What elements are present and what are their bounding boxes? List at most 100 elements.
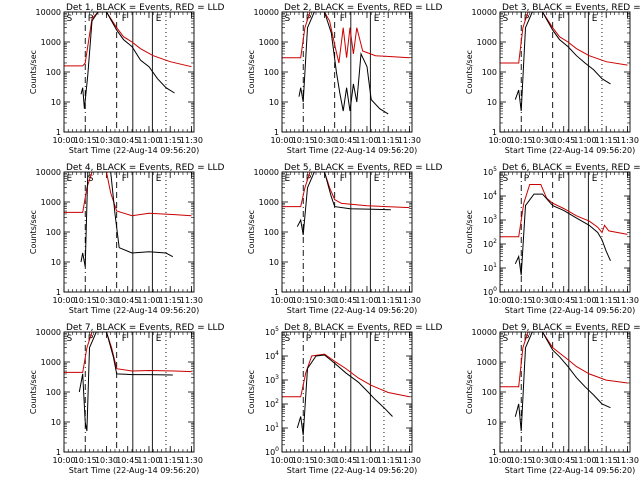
y-tick-exponent: 1 bbox=[275, 422, 279, 429]
y-tick-label: 10000 bbox=[472, 328, 497, 337]
x-axis-label: Start Time (22-Aug-14 09:56:20) bbox=[69, 306, 200, 315]
plot-frame bbox=[63, 331, 195, 453]
y-tick-label: 10000 bbox=[254, 168, 279, 177]
plot-frame bbox=[499, 171, 631, 293]
y-tick-label: 1 bbox=[56, 288, 61, 297]
lld-series-line bbox=[282, 12, 410, 64]
phase-marker: S bbox=[503, 334, 509, 344]
panel-4: Det 4, BLACK = Events, RED = LLD 1 10 100 10… bbox=[29, 163, 225, 315]
x-tick-label: 11:00 bbox=[137, 136, 160, 145]
x-tick-label: 10:45 bbox=[334, 296, 357, 305]
y-tick-label: 10 bbox=[487, 418, 497, 427]
y-tick-label: 10 bbox=[269, 98, 279, 107]
phase-marker: F bbox=[122, 14, 127, 24]
y-tick-label: 10000 bbox=[36, 8, 61, 17]
x-tick-label: 10:15 bbox=[74, 136, 97, 145]
x-tick-label: 11:30 bbox=[180, 456, 203, 465]
x-tick-label: 10:30 bbox=[531, 456, 554, 465]
lld-series-line bbox=[64, 332, 192, 373]
events-series-line bbox=[298, 12, 389, 115]
phase-marker: E bbox=[156, 334, 162, 344]
y-tick-label: 10000 bbox=[36, 168, 61, 177]
y-tick-label: 105 bbox=[265, 326, 279, 337]
lld-series-line bbox=[500, 184, 628, 238]
y-axis-label: Counts/sec bbox=[29, 370, 38, 414]
y-tick-label: 1 bbox=[274, 128, 279, 137]
x-tick-label: 10:30 bbox=[95, 296, 118, 305]
y-tick-label: 100 bbox=[483, 286, 497, 297]
phase-marker: E bbox=[374, 14, 380, 24]
x-tick-label: 11:15 bbox=[595, 296, 618, 305]
phase-marker: P bbox=[306, 334, 312, 344]
x-tick-label: 11:15 bbox=[377, 296, 400, 305]
x-tick-label: 11:30 bbox=[180, 296, 203, 305]
y-tick-label: 102 bbox=[483, 238, 497, 249]
x-tick-label: 10:30 bbox=[313, 456, 336, 465]
x-axis-label: Start Time (22-Aug-14 09:56:20) bbox=[287, 466, 418, 475]
lld-series-line bbox=[282, 353, 410, 398]
y-tick-label: 1 bbox=[274, 288, 279, 297]
y-tick-label: 1 bbox=[492, 448, 497, 457]
x-tick-label: 10:45 bbox=[552, 456, 575, 465]
events-series-line bbox=[514, 12, 611, 112]
y-tick-label: 100 bbox=[482, 388, 497, 397]
x-tick-label: 10:00 bbox=[52, 296, 75, 305]
phase-marker: E bbox=[592, 334, 598, 344]
y-tick-label: 10 bbox=[51, 258, 61, 267]
y-tick-label: 1000 bbox=[41, 38, 61, 47]
x-tick-label: 10:15 bbox=[510, 296, 533, 305]
x-tick-label: 11:30 bbox=[616, 456, 639, 465]
phase-marker: F bbox=[340, 14, 345, 24]
x-tick-label: 11:30 bbox=[616, 296, 639, 305]
x-tick-label: 11:00 bbox=[355, 456, 378, 465]
x-tick-label: 11:30 bbox=[616, 136, 639, 145]
x-axis-label: Start Time (22-Aug-14 09:56:20) bbox=[287, 306, 418, 315]
y-tick-exponent: 3 bbox=[493, 214, 497, 221]
y-tick-label: 1000 bbox=[477, 358, 497, 367]
panel-title: Det 8, BLACK = Events, RED = LLD bbox=[284, 323, 443, 333]
x-tick-label: 11:00 bbox=[137, 456, 160, 465]
x-tick-label: 11:15 bbox=[159, 136, 182, 145]
y-tick-label: 10000 bbox=[36, 328, 61, 337]
x-tick-label: 10:45 bbox=[334, 136, 357, 145]
y-tick-label: 1000 bbox=[41, 358, 61, 367]
x-tick-label: 10:45 bbox=[552, 296, 575, 305]
y-tick-label: 101 bbox=[265, 422, 279, 433]
x-tick-label: 11:30 bbox=[398, 296, 421, 305]
x-tick-label: 10:45 bbox=[552, 136, 575, 145]
y-axis-label: Counts/sec bbox=[465, 50, 474, 94]
phase-marker: P bbox=[524, 174, 530, 184]
x-tick-label: 10:30 bbox=[313, 296, 336, 305]
x-tick-label: 10:30 bbox=[531, 296, 554, 305]
events-series-line bbox=[78, 332, 173, 432]
panel-title: Det 1, BLACK = Events, RED = LLD bbox=[66, 3, 225, 13]
phase-marker: E bbox=[374, 334, 380, 344]
x-tick-label: 11:15 bbox=[159, 296, 182, 305]
y-tick-label: 1 bbox=[492, 128, 497, 137]
panel-title: Det 9, BLACK = Events, RED = LLD bbox=[502, 323, 640, 333]
x-tick-label: 10:15 bbox=[292, 136, 315, 145]
y-axis-label: Counts/sec bbox=[465, 370, 474, 414]
x-tick-label: 11:00 bbox=[355, 136, 378, 145]
x-tick-label: 11:30 bbox=[398, 456, 421, 465]
x-tick-label: 10:15 bbox=[292, 456, 315, 465]
phase-marker: P bbox=[88, 334, 94, 344]
x-tick-label: 10:00 bbox=[270, 136, 293, 145]
plot-frame bbox=[499, 331, 631, 453]
panel-title: Det 2, BLACK = Events, RED = LLD bbox=[284, 3, 443, 13]
y-tick-exponent: 2 bbox=[275, 398, 279, 405]
plot-frame bbox=[281, 171, 413, 293]
x-tick-label: 11:15 bbox=[377, 456, 400, 465]
lld-series-line bbox=[64, 12, 192, 68]
phase-marker: S bbox=[67, 14, 73, 24]
x-tick-label: 10:30 bbox=[531, 136, 554, 145]
x-tick-label: 10:45 bbox=[116, 456, 139, 465]
y-tick-label: 100 bbox=[46, 388, 61, 397]
panel-1: Det 1, BLACK = Events, RED = LLD 1 10 100 10… bbox=[29, 3, 225, 155]
x-tick-label: 11:30 bbox=[180, 136, 203, 145]
y-tick-label: 1 bbox=[56, 128, 61, 137]
x-axis-label: Start Time (22-Aug-14 09:56:20) bbox=[505, 466, 636, 475]
y-tick-exponent: 4 bbox=[493, 190, 497, 197]
events-series-line bbox=[80, 12, 175, 109]
y-tick-label: 100 bbox=[482, 68, 497, 77]
